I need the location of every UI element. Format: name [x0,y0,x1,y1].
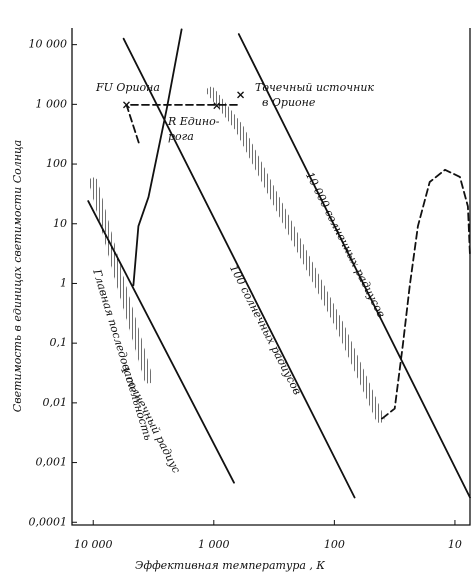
annotation: Точечный источник [255,81,374,94]
x-tick-label: 10 [448,538,462,551]
y-tick-label: 0,0001 [29,515,68,528]
x-tick-label: 10 000 [74,538,113,551]
series-line [206,86,385,423]
marker [213,102,221,110]
series-label: 10 000 солнечных радиусов [303,170,388,320]
y-tick-label: 1 000 [36,97,68,110]
series-line [132,28,183,287]
marker [123,101,130,109]
x-axis-title: Эффективная температура , К [135,559,325,572]
y-tick-label: 100 [46,157,67,170]
x-tick-label: 1 000 [198,538,230,551]
series-line [122,37,356,499]
y-tick-label: 1 [60,276,67,289]
series-line [381,168,471,420]
x-tick-label: 100 [324,538,345,551]
annotation: в Орионе [262,96,316,109]
y-tick-label: 0,001 [36,456,68,469]
annotation: рога [168,130,194,143]
series-label: 100 солнечных радиусов [227,263,304,397]
y-tick-label: 10 [53,217,67,230]
y-tick-label: 0,01 [43,396,68,409]
series-line [88,177,153,384]
annotation: R Едино- [167,115,220,128]
axis-frame [71,28,471,526]
y-tick-label: 0,1 [50,336,68,349]
series-line [237,33,471,499]
annotation: FU Ориона [95,81,160,94]
y-axis-title: Светимость в единицах светимости Солнца [11,140,24,412]
marker [237,91,245,99]
y-tick-label: 10 000 [29,38,68,51]
